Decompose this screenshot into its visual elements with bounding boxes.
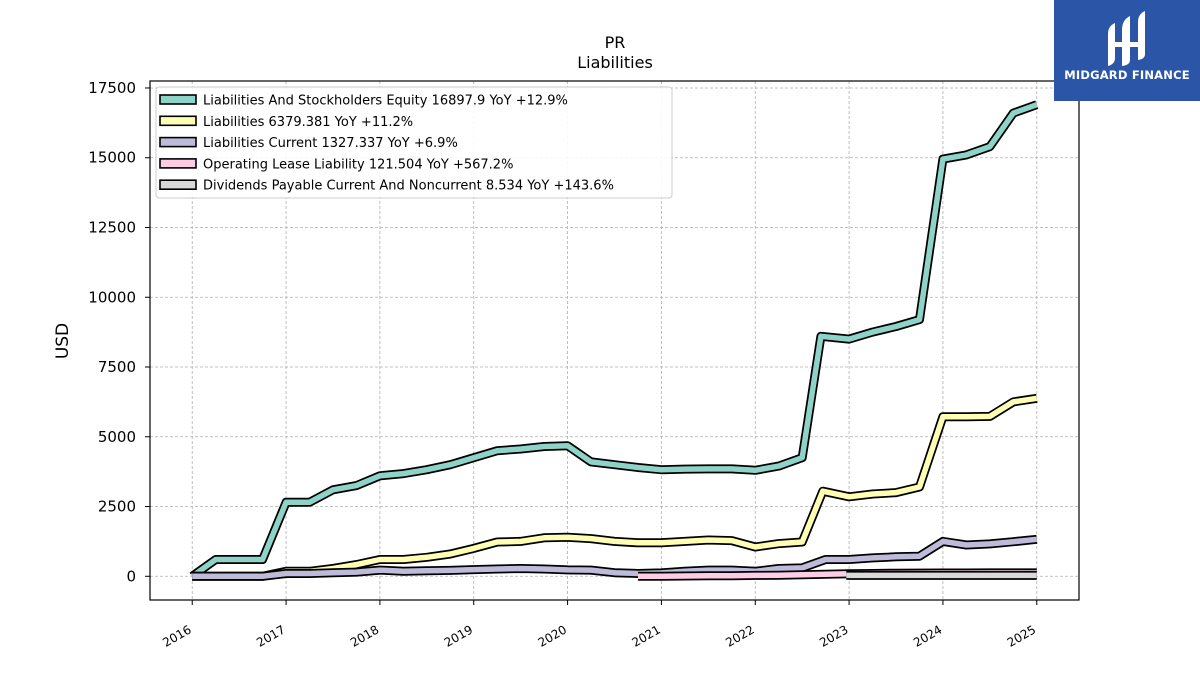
series-layer (189, 100, 1039, 581)
y-tick-label: 17500 (88, 79, 136, 97)
legend-swatch-1 (159, 115, 197, 127)
y-tick-label: 15000 (88, 149, 136, 167)
y-tick-label: 0 (126, 567, 136, 585)
legend-label-4: Dividends Payable Current And Noncurrent… (203, 179, 614, 194)
watermark-text: MIDGARD FINANCE (1064, 68, 1190, 82)
x-tick-label: 2016 (160, 622, 193, 649)
x-tick-label: 2019 (442, 622, 475, 649)
x-tick-label: 2023 (817, 622, 850, 649)
watermark-logo: MIDGARD FINANCE (1054, 0, 1200, 101)
legend: Liabilities And Stockholders Equity 1689… (155, 86, 673, 199)
legend-label-2: Liabilities Current 1327.337 YoY +6.9% (203, 136, 458, 151)
legend-label-3: Operating Lease Liability 121.504 YoY +5… (203, 157, 513, 172)
series-line-1 (192, 395, 1038, 580)
x-axis: 2016 2017 2018 2019 2020 2021 2022 2023 2024 2025 (160, 600, 1038, 650)
plot-frame (149, 80, 1080, 601)
y-tick-label: 2500 (98, 498, 136, 516)
x-tick-label: 2018 (348, 622, 381, 649)
y-axis-label: USD (53, 323, 73, 359)
x-tick-label: 2020 (536, 622, 569, 649)
x-tick-label: 2021 (629, 622, 662, 649)
y-tick-label: 5000 (98, 428, 136, 446)
legend-swatch-3 (159, 158, 197, 169)
y-tick-label: 10000 (88, 288, 136, 306)
x-tick-label: 2024 (911, 622, 944, 649)
logo-mark-icon (1108, 11, 1145, 66)
legend-label-0: Liabilities And Stockholders Equity 1689… (203, 94, 568, 109)
legend-label-1: Liabilities 6379.381 YoY +11.2% (203, 115, 413, 130)
x-tick-label: 2017 (254, 622, 287, 649)
x-tick-label: 2025 (1005, 622, 1038, 649)
legend-swatch-0 (159, 94, 197, 105)
chart-title: PR (605, 33, 626, 52)
legend-frame (155, 86, 673, 199)
chart-subtitle: Liabilities (577, 53, 653, 72)
y-tick-label: 7500 (98, 358, 136, 376)
legend-swatch-4 (159, 179, 197, 190)
y-axis: 0 2500 5000 7500 10000 12500 15000 17500 (88, 79, 150, 585)
legend-swatch-2 (159, 136, 197, 148)
x-tick-label: 2022 (723, 622, 756, 649)
y-tick-label: 12500 (88, 218, 136, 236)
